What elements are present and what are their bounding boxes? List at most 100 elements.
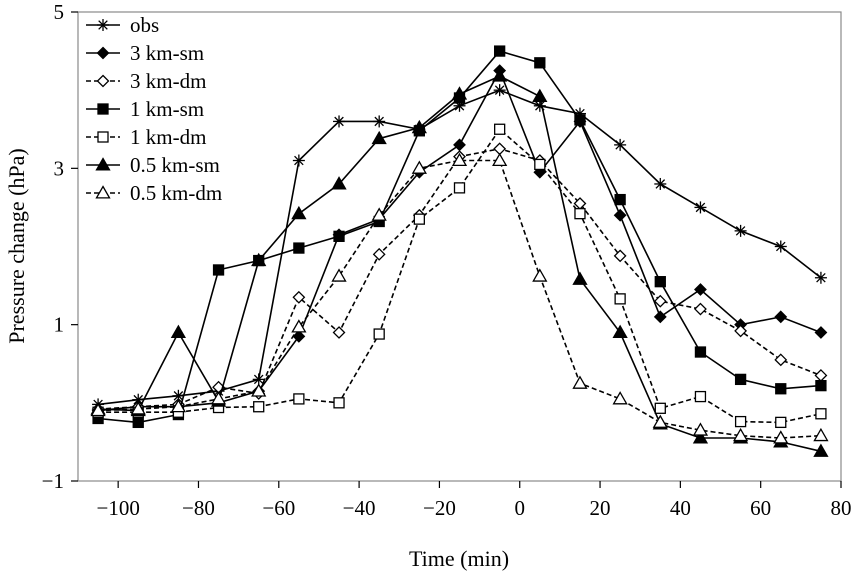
data-point-diamond	[613, 249, 627, 263]
data-point-triangle	[773, 430, 789, 444]
x-tick-label: 0	[514, 496, 525, 520]
data-point-triangle	[692, 422, 709, 436]
legend-item: 0.5 km-dm	[86, 181, 222, 205]
data-point-square	[734, 373, 747, 386]
data-point-star	[333, 115, 346, 128]
legend-label: 0.5 km-sm	[130, 153, 220, 177]
series-layer	[90, 45, 829, 457]
data-point-triangle	[572, 375, 588, 389]
data-point-triangle	[170, 398, 187, 413]
data-point-diamond	[774, 310, 788, 324]
data-point-square	[614, 193, 626, 206]
legend: obs 3 km-sm 3 km-dm 1 km-sm 1 km-dm 0.5 km-sm…	[86, 13, 222, 205]
data-point-star	[292, 154, 305, 167]
data-point-triangle	[411, 119, 427, 134]
data-point-square	[654, 276, 666, 288]
data-point-diamond	[814, 326, 828, 339]
data-point-star	[373, 115, 386, 128]
data-point-diamond	[292, 290, 306, 304]
data-point-square	[453, 182, 466, 194]
data-point-square	[293, 242, 305, 254]
data-point-star	[654, 177, 667, 190]
x-axis: −100 −80 −60 −40 −20 0 20 40 60 80	[96, 481, 852, 520]
legend-label: 1 km-dm	[130, 125, 206, 149]
star-stroke	[98, 20, 108, 30]
data-point-star	[132, 393, 145, 406]
data-point-triangle	[251, 383, 267, 397]
star-stroke	[133, 394, 144, 405]
data-point-triangle	[532, 268, 548, 282]
data-point-triangle	[492, 152, 508, 167]
data-point-triangle	[331, 176, 347, 190]
data-point-diamond	[453, 138, 466, 152]
data-point-triangle	[291, 205, 307, 220]
data-point-square	[614, 293, 626, 305]
legend-label: 3 km-dm	[130, 69, 206, 93]
star-stroke	[615, 140, 625, 150]
star-stroke	[334, 116, 344, 127]
data-point-star	[97, 19, 109, 31]
y-tick-label: 5	[54, 0, 65, 24]
data-point-square	[734, 415, 747, 428]
data-point-triangle	[813, 427, 829, 442]
data-point-triangle	[451, 152, 468, 167]
series-line	[98, 75, 822, 453]
data-point-triangle	[572, 271, 588, 285]
legend-label: obs	[130, 13, 159, 37]
star-stroke	[494, 85, 505, 95]
star-stroke	[294, 155, 304, 166]
data-point-triangle	[451, 86, 468, 100]
data-point-triangle	[612, 324, 628, 339]
data-point-square	[815, 408, 827, 420]
data-point-diamond	[613, 208, 627, 222]
y-axis: −1 1 3 5	[42, 0, 78, 493]
data-point-star	[614, 138, 627, 151]
legend-label: 1 km-sm	[130, 97, 204, 121]
legend-item: 1 km-sm	[86, 97, 204, 121]
plot-area-frame	[77, 11, 842, 482]
data-point-diamond	[734, 324, 748, 338]
star-stroke	[735, 226, 746, 236]
data-point-diamond	[653, 294, 667, 308]
x-tick-label: 20	[590, 496, 611, 520]
x-tick-label: 80	[831, 496, 852, 520]
data-point-square	[574, 208, 586, 220]
series-1-km-sm	[92, 45, 827, 429]
data-point-diamond	[292, 329, 306, 343]
x-tick-label: −60	[262, 496, 295, 520]
data-point-triangle	[692, 430, 709, 444]
y-axis-label: Pressure change (hPa)	[4, 148, 29, 344]
data-point-square	[494, 45, 506, 57]
data-point-diamond	[653, 310, 667, 324]
y-tick-label: 3	[54, 156, 65, 180]
data-point-square	[413, 213, 425, 225]
data-point-square	[97, 103, 109, 115]
x-tick-label: −80	[182, 496, 215, 520]
star-stroke	[535, 101, 545, 111]
data-point-triangle	[371, 130, 387, 145]
data-point-triangle	[291, 319, 307, 333]
data-point-triangle	[95, 157, 111, 171]
y-tick-label: −1	[42, 469, 64, 493]
data-point-triangle	[251, 252, 267, 267]
legend-item: 1 km-dm	[86, 125, 206, 149]
data-point-diamond	[694, 302, 707, 316]
star-stroke	[173, 391, 184, 401]
data-point-diamond	[96, 74, 110, 88]
data-point-square	[494, 123, 506, 135]
data-point-triangle	[90, 402, 106, 417]
legend-item: 3 km-dm	[86, 69, 206, 93]
data-point-square	[815, 379, 827, 392]
data-point-triangle	[130, 401, 146, 415]
series-line	[98, 89, 822, 406]
x-tick-label: 40	[670, 496, 691, 520]
y-tick-label: 1	[54, 313, 65, 337]
data-point-square	[373, 328, 385, 340]
data-point-square	[534, 158, 546, 171]
data-point-star	[252, 373, 265, 386]
x-tick-label: −100	[96, 496, 139, 520]
data-point-diamond	[493, 142, 507, 156]
data-point-triangle	[331, 268, 347, 282]
data-point-star	[694, 201, 707, 214]
